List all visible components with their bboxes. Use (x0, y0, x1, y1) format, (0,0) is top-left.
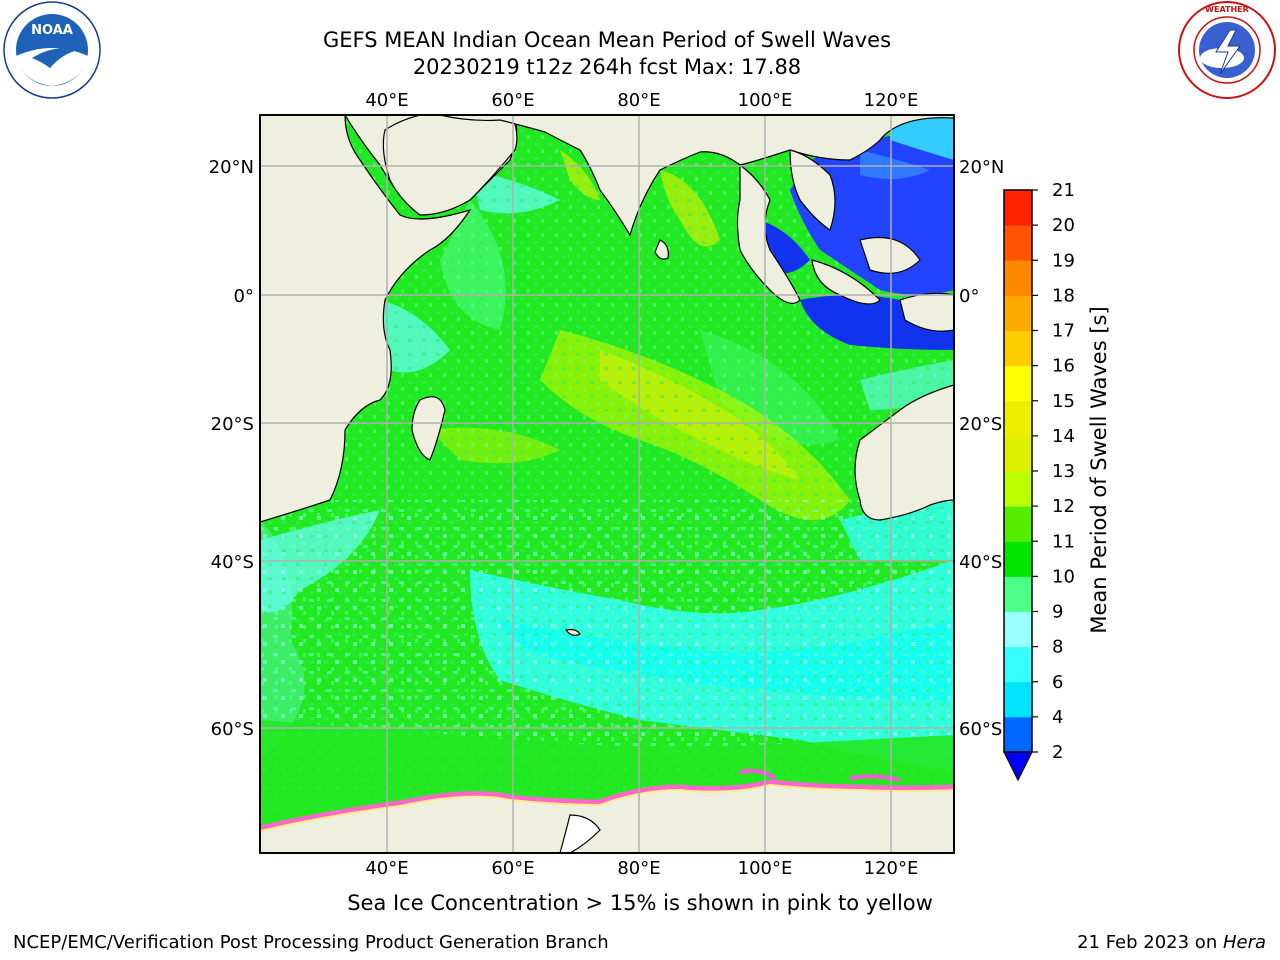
graticule (260, 115, 954, 853)
lon-label: 40°E (365, 90, 408, 111)
lon-label: 100°E (738, 90, 793, 111)
colorbar-label: Mean Period of Swell Waves [s] (1087, 306, 1111, 633)
lat-label: 20°N (959, 157, 1004, 178)
colorbar-tick-label: 16 (1052, 356, 1075, 377)
colorbar-segment (1004, 611, 1032, 648)
colorbar: 2 4 6 8 9 10 11 12 13 14 15 16 17 18 19 20 21 (1003, 180, 1075, 782)
colorbar-tick-label: 2 (1052, 742, 1063, 763)
lon-label: 60°E (491, 90, 534, 111)
colorbar-tick-label: 21 (1052, 180, 1075, 201)
colorbar-tick-label: 6 (1052, 672, 1063, 693)
lat-labels-left: 20°N 0° 20°S 40°S 60°S (209, 157, 254, 740)
lon-label: 80°E (617, 90, 660, 111)
lon-label: 60°E (491, 858, 534, 879)
land-masses (260, 115, 954, 853)
lat-labels-right: 20°N 0° 20°S 40°S 60°S (959, 157, 1004, 740)
sea-ice-note: Sea Ice Concentration > 15% is shown in … (0, 891, 1280, 915)
colorbar-tick-label: 14 (1052, 426, 1075, 447)
colorbar-tick-label: 4 (1052, 707, 1063, 728)
sea-ice-note-text: Sea Ice Concentration > 15% is shown in … (347, 891, 933, 915)
map-area (260, 115, 954, 853)
footer-host: Hera (1222, 932, 1266, 953)
colorbar-tick-label: 20 (1052, 215, 1075, 236)
colorbar-tick-label: 13 (1052, 461, 1075, 482)
colorbar-tick-label: 15 (1052, 391, 1075, 412)
colorbar-segment (1004, 506, 1032, 542)
svg-text:NOAA: NOAA (31, 23, 73, 38)
lat-label: 0° (234, 286, 254, 307)
colorbar-segment (1004, 435, 1032, 472)
lon-label: 120°E (864, 90, 919, 111)
colorbar-under-arrow (1003, 751, 1033, 782)
noaa-logo-icon: NOAA (3, 1, 101, 99)
lat-label: 20°S (211, 414, 254, 435)
colorbar-segment (1004, 646, 1032, 683)
colorbar-segment (1004, 260, 1032, 296)
colorbar-tick-label: 8 (1052, 637, 1063, 658)
lat-label: 60°S (211, 719, 254, 740)
lon-label: 40°E (365, 858, 408, 879)
nws-logo-icon: WEATHER (1178, 1, 1276, 99)
colorbar-segment (1004, 295, 1032, 331)
lat-label: 60°S (959, 719, 1002, 740)
footer-date-text: 21 Feb 2023 on (1077, 932, 1223, 953)
footer-date: 21 Feb 2023 on Hera (1077, 932, 1266, 953)
colorbar-segment (1004, 716, 1032, 753)
lat-label: 20°S (959, 414, 1002, 435)
colorbar-segment (1004, 365, 1032, 402)
svg-text:WEATHER: WEATHER (1205, 5, 1249, 14)
colorbar-segment (1004, 576, 1032, 612)
colorbar-tick-label: 11 (1052, 531, 1075, 552)
lat-label: 0° (959, 286, 979, 307)
colorbar-segment (1004, 681, 1032, 718)
colorbar-tick-label: 17 (1052, 321, 1075, 342)
map-frame (259, 114, 955, 854)
colorbar-tick-label: 12 (1052, 496, 1075, 517)
colorbar-tick-label: 18 (1052, 285, 1075, 306)
lon-label: 120°E (864, 858, 919, 879)
lon-label: 100°E (738, 858, 793, 879)
chart-subtitle: 20230219 t12z 264h fcst Max: 17.88 (412, 55, 802, 79)
lon-labels-bottom: 40°E 60°E 80°E 100°E 120°E (365, 858, 918, 879)
lon-labels-top: 40°E 60°E 80°E 100°E 120°E (365, 90, 918, 111)
lat-label: 20°N (209, 157, 254, 178)
colorbar-segment (1004, 330, 1032, 367)
colorbar-segment (1004, 400, 1032, 437)
colorbar-segment (1004, 471, 1032, 507)
colorbar-segment (1004, 225, 1032, 261)
lon-label: 80°E (617, 858, 660, 879)
chart-title: GEFS MEAN Indian Ocean Mean Period of Sw… (322, 28, 892, 52)
colorbar-segment (1004, 541, 1032, 577)
lat-label: 40°S (959, 552, 1002, 573)
colorbar-tick-label: 10 (1052, 566, 1075, 587)
colorbar-tick-label: 9 (1052, 602, 1063, 623)
colorbar-segment (1004, 190, 1032, 226)
lat-label: 40°S (211, 552, 254, 573)
sea-ice-edge (260, 779, 954, 831)
colorbar-tick-label: 19 (1052, 250, 1075, 271)
footer-credit: NCEP/EMC/Verification Post Processing Pr… (13, 932, 609, 953)
